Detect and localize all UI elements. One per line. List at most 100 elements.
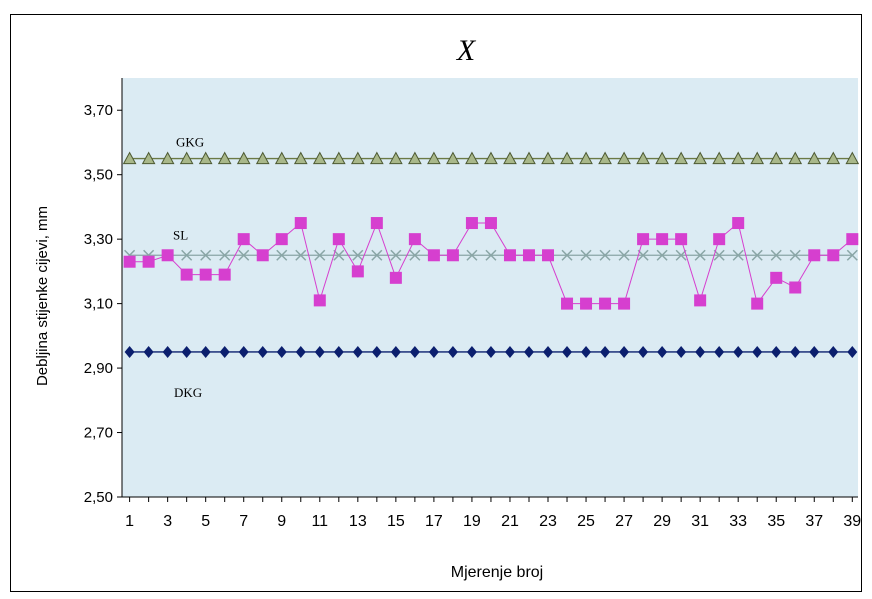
gkg-point	[712, 151, 727, 165]
x-tick-label: 7	[239, 513, 248, 530]
gkg-point	[655, 151, 669, 165]
dkg-point	[352, 345, 363, 358]
dkg-point	[562, 345, 573, 358]
measurement-point	[503, 249, 516, 262]
y-tick-label: 2,50	[84, 489, 113, 506]
axes: 2,502,702,903,103,303,503,701 3 5 7 9 11 13 15 1…	[84, 78, 861, 530]
x-tick-label: 1	[125, 513, 134, 530]
sl-point	[656, 249, 668, 261]
sl-point	[561, 249, 573, 261]
gkg-point	[484, 151, 498, 165]
measurement-point	[827, 249, 840, 262]
measurement-point	[351, 265, 364, 278]
gkg-point	[274, 151, 289, 165]
x-tick-label: 15	[387, 513, 405, 530]
dkg-point	[124, 345, 135, 358]
sl-point	[295, 249, 307, 261]
dkg-point	[295, 345, 306, 358]
gkg-point	[446, 151, 460, 165]
measurement-point	[408, 233, 421, 246]
gkg-point	[255, 151, 270, 165]
dkg-point	[390, 345, 401, 358]
dkg-point	[200, 345, 211, 358]
gkg-point	[160, 151, 175, 165]
sl-point	[846, 249, 858, 261]
y-tick-label: 2,90	[84, 360, 113, 377]
sl-point	[466, 249, 478, 261]
gkg-point	[236, 151, 251, 165]
sl-point	[409, 249, 421, 261]
sl-point	[181, 249, 193, 261]
x-tick-label: 3	[163, 513, 172, 530]
sl-point	[371, 249, 383, 261]
y-axis-label: Debljina stijenke cijevi, mm	[34, 206, 51, 386]
x-tick-label: 35	[767, 513, 785, 530]
measurement-point	[446, 249, 459, 262]
dkg-point	[714, 345, 725, 358]
sl-point	[751, 249, 763, 261]
sl-point	[675, 249, 687, 261]
x-tick-label: 33	[729, 513, 747, 530]
y-tick-label: 3,10	[84, 296, 113, 313]
dkg-point	[181, 345, 192, 358]
measurement-point	[123, 255, 136, 268]
dkg-point	[314, 345, 325, 358]
measurement-point	[580, 297, 593, 310]
x-tick-label: 5	[201, 513, 210, 530]
sl-point	[485, 249, 497, 261]
dkg-point	[143, 345, 154, 358]
dkg-point	[676, 345, 687, 358]
y-tick-label: 3,70	[84, 102, 113, 119]
dkg-point	[219, 345, 230, 358]
y-tick-label: 2,70	[84, 425, 113, 442]
gkg-point	[845, 151, 860, 165]
measurement-point	[542, 249, 555, 262]
dkg-point	[847, 345, 858, 358]
gkg-point	[465, 151, 479, 165]
x-tick-label: 37	[805, 513, 823, 530]
dkg-point	[485, 345, 496, 358]
dkg-point	[238, 345, 249, 358]
gkg-point	[826, 151, 841, 165]
dkg-point	[600, 345, 611, 358]
sl-point	[580, 249, 592, 261]
dkg-point	[162, 345, 173, 358]
plot-area	[122, 78, 858, 497]
series-label-dkg: DKG	[174, 385, 202, 400]
dkg-point	[657, 345, 668, 358]
gkg-point	[122, 151, 137, 165]
gkg-point	[503, 151, 517, 165]
dkg-point	[638, 345, 649, 358]
measurement-point	[713, 233, 726, 246]
dkg-point	[771, 345, 782, 358]
sl-point	[713, 249, 725, 261]
gkg-point	[674, 151, 688, 165]
measurement-point	[656, 233, 669, 246]
measurement-point	[370, 217, 383, 230]
sl-point	[276, 249, 288, 261]
gkg-point	[769, 151, 784, 165]
gkg-point	[579, 151, 593, 165]
gkg-point	[217, 151, 232, 165]
sl-point	[732, 249, 744, 261]
chart-title: X	[456, 34, 477, 67]
gkg-point	[598, 151, 612, 165]
dkg-point	[828, 345, 839, 358]
dkg-point	[733, 345, 744, 358]
gkg-point	[617, 151, 631, 165]
sl-point	[770, 249, 782, 261]
x-tick-label: 29	[653, 513, 671, 530]
gkg-point	[293, 151, 308, 165]
y-tick-label: 3,50	[84, 167, 113, 184]
x-tick-label: 25	[577, 513, 595, 530]
sl-point	[618, 249, 630, 261]
series-label-sl: SL	[173, 227, 188, 242]
series-label-gkg: GKG	[176, 135, 204, 150]
dkg-point	[695, 345, 706, 358]
series-dkg	[124, 345, 858, 358]
gkg-point	[408, 151, 422, 165]
x-tick-label: 39	[843, 513, 861, 530]
gkg-point	[370, 151, 384, 165]
measurement-point	[218, 268, 231, 281]
